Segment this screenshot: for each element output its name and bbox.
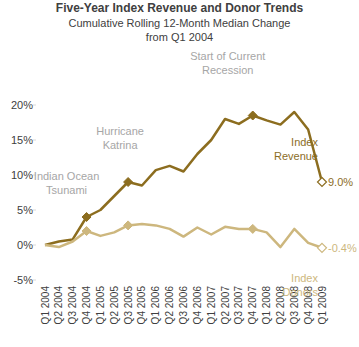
- title: Five-Year Index Revenue and Donor Trends: [56, 1, 304, 15]
- x-tick-label: Q1 2005: [95, 286, 106, 325]
- annotation: Indian Ocean: [34, 170, 99, 182]
- y-tick: [33, 105, 36, 106]
- x-tick-label: Q3 2007: [233, 286, 244, 325]
- series-label-line: Donors: [283, 286, 319, 298]
- marker: [124, 221, 133, 230]
- x-tick-label: Q2 2007: [220, 286, 231, 325]
- x-tick-label: Q4 2007: [247, 286, 258, 325]
- data-label: -0.4%: [328, 242, 357, 254]
- chart: Five-Year Index Revenue and Donor Trends…: [0, 0, 359, 347]
- x-tick-label: Q1 2004: [40, 286, 51, 325]
- marker: [248, 224, 257, 233]
- x-tick-label: Q3 2004: [67, 286, 78, 325]
- end-marker: [318, 243, 327, 252]
- series-label-line: Index: [291, 136, 318, 148]
- y-tick: [33, 280, 36, 281]
- y-tick-label: 10%: [11, 169, 33, 181]
- series-label: Index Revenue: [274, 136, 319, 162]
- x-tick-label: Q1 2009: [317, 286, 328, 325]
- y-tick: [33, 210, 36, 211]
- annotation: Start of Current: [190, 50, 265, 62]
- y-tick-label: 20%: [11, 99, 33, 111]
- marker: [82, 227, 91, 236]
- data-label: 9.0%: [328, 176, 353, 188]
- x-tick-label: Q1 2006: [150, 286, 161, 325]
- series-label-line: Index: [291, 272, 318, 284]
- x-tick-label: Q2 2005: [109, 286, 120, 325]
- marker: [82, 213, 91, 222]
- series-label-line: Revenue: [274, 150, 318, 162]
- x-tick-label: Q4 2005: [136, 286, 147, 325]
- series-line: [45, 224, 322, 248]
- x-tick-label: Q3 2006: [178, 286, 189, 325]
- x-tick-label: Q1 2008: [261, 286, 272, 325]
- x-tick-label: Q2 2006: [164, 286, 175, 325]
- y-tick-label: 5%: [17, 204, 33, 216]
- y-tick-label: 0%: [17, 239, 33, 251]
- annotation: Hurricane: [96, 125, 144, 137]
- subtitle: Cumulative Rolling 12-Month Median Chang…: [69, 17, 291, 29]
- y-tick-label: -5%: [13, 274, 33, 286]
- annotation: Tsunami: [46, 184, 87, 196]
- x-tick-label: Q2 2004: [53, 286, 64, 325]
- y-tick-label: 15%: [11, 134, 33, 146]
- x-tick-label: Q1 2007: [206, 286, 217, 325]
- y-tick: [33, 140, 36, 141]
- series-label: Index Donors: [283, 272, 319, 298]
- marker: [248, 111, 257, 120]
- annotation: Recession: [202, 64, 253, 76]
- annotation: Katrina: [103, 139, 139, 151]
- end-marker: [318, 178, 327, 187]
- y-tick: [33, 245, 36, 246]
- x-tick-label: Q3 2005: [123, 286, 134, 325]
- x-tick-label: Q4 2004: [81, 286, 92, 325]
- subtitle: from Q1 2004: [146, 31, 213, 43]
- marker: [124, 178, 133, 187]
- x-tick-label: Q4 2006: [192, 286, 203, 325]
